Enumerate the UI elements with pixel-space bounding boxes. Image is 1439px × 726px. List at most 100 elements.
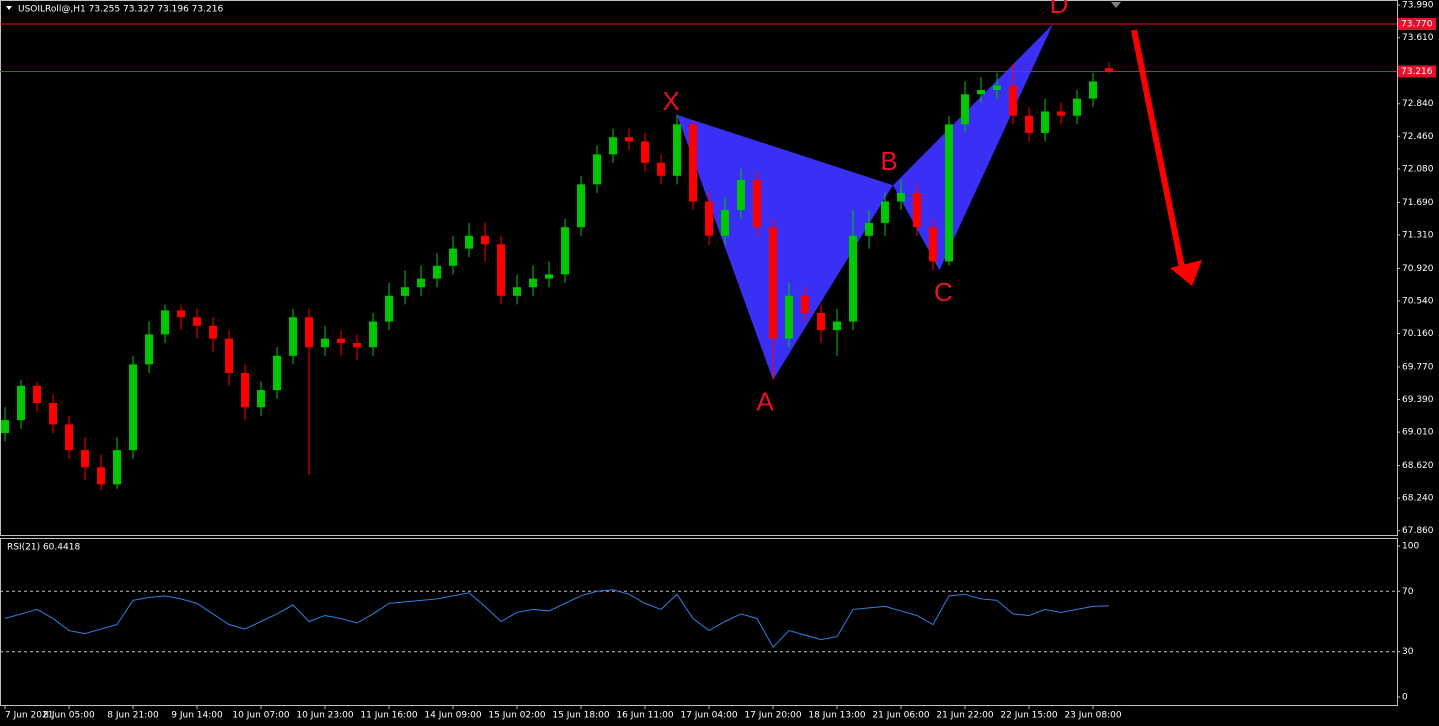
candle-body [561,227,569,275]
candle-body [673,124,681,176]
pattern-label: X [662,86,679,116]
y-tick-label: 70.920 [1402,264,1434,274]
candle-body [145,334,153,365]
rsi-header: RSI(21) 60.4418 [7,543,80,553]
candle-body [897,192,905,202]
candle-body [433,265,441,279]
x-tick-label: 17 Jun 20:00 [744,711,801,721]
x-tick-label: 21 Jun 22:00 [936,711,993,721]
y-tick-label: 72.080 [1402,164,1434,174]
candle-body [577,184,585,228]
x-tick-label: 7 Jun 2021 [5,711,53,721]
candle-body [833,321,841,331]
x-tick-label: 8 Jun 21:00 [107,711,159,721]
x-tick-label: 16 Jun 11:00 [616,711,673,721]
x-tick-label: 23 Jun 08:00 [1064,711,1121,721]
candle-body [977,90,985,95]
candle-body [385,295,393,322]
candle-body [177,310,185,318]
candle-body [401,287,409,296]
candle-body [913,192,921,228]
x-tick-label: 11 Jun 16:00 [360,711,417,721]
candle-body [1025,115,1033,133]
y-tick-label: 70.160 [1402,329,1434,339]
candle-body [17,385,25,421]
candle-body [81,450,89,468]
price-plot [1,24,1113,491]
menu-icon[interactable] [6,6,12,10]
candle-body [305,317,313,348]
candle-body [801,295,809,313]
chart-header: USOILRoll@,H1 73.255 73.327 73.196 73.21… [18,5,223,15]
x-tick-label: 9 Jun 14:00 [171,711,223,721]
candle-body [257,390,265,408]
y-tick-label: 71.310 [1402,230,1434,240]
candle-body [225,338,233,373]
candle-body [529,278,537,288]
candle-body [465,235,473,249]
y-tick-label: 70.540 [1402,296,1434,306]
y-tick-label: 68.620 [1402,461,1434,471]
y-tick-label: 69.390 [1402,395,1434,405]
candle-body [849,235,857,322]
y-tick-label: 70 [1402,587,1414,597]
candle-body [689,124,697,202]
y-tick-label: 73.990 [1402,1,1434,11]
candle-body [65,424,73,451]
candle-body [1,420,9,433]
candle-body [545,274,553,279]
candle-body [1057,111,1065,116]
y-tick-label: 73.610 [1402,33,1434,43]
y-tick-label: 71.690 [1402,198,1434,208]
candle-body [193,317,201,326]
candle-body [1041,111,1049,133]
candle-body [593,154,601,185]
y-tick-label: 72.840 [1402,99,1434,109]
y-tick-label: 0 [1402,693,1408,703]
candle-body [785,295,793,339]
candle-body [321,338,329,348]
candle-body [241,372,249,408]
pattern-xab [677,114,893,380]
candle-body [113,450,121,485]
candle-body [657,162,665,176]
price-level-label: 73.216 [1401,67,1433,77]
y-tick-label: 72.460 [1402,132,1434,142]
x-tick-label: 15 Jun 18:00 [552,711,609,721]
candle-body [1105,68,1113,72]
candle-body [33,385,41,403]
candle-body [961,94,969,125]
candle-body [721,210,729,236]
pattern-label: B [880,146,897,176]
y-tick-label: 100 [1402,542,1419,552]
pattern-label: A [756,387,774,417]
rsi-panel-frame [0,538,1398,706]
candle-body [609,137,617,155]
candle-body [273,355,281,391]
candle-body [1089,81,1097,99]
candle-body [289,317,297,356]
shift-marker [1111,2,1121,8]
x-tick-label: 17 Jun 04:00 [680,711,737,721]
candle-body [945,124,953,262]
candle-body [753,180,761,228]
candle-body [641,141,649,163]
candle-body [97,467,105,485]
x-tick-label: 21 Jun 06:00 [872,711,929,721]
candle-body [209,325,217,339]
candle-body [49,402,57,425]
candle-body [353,342,361,348]
y-tick-label: 67.860 [1402,526,1434,536]
pattern-label: C [934,277,953,307]
candle-body [497,244,505,296]
x-tick-label: 18 Jun 13:00 [808,711,865,721]
candle-body [737,180,745,211]
price-level-box [1398,65,1436,78]
candle-body [417,278,425,288]
candle-body [625,137,633,142]
y-tick-label: 69.010 [1402,428,1434,438]
candle-body [817,312,825,331]
candle-body [705,201,713,236]
